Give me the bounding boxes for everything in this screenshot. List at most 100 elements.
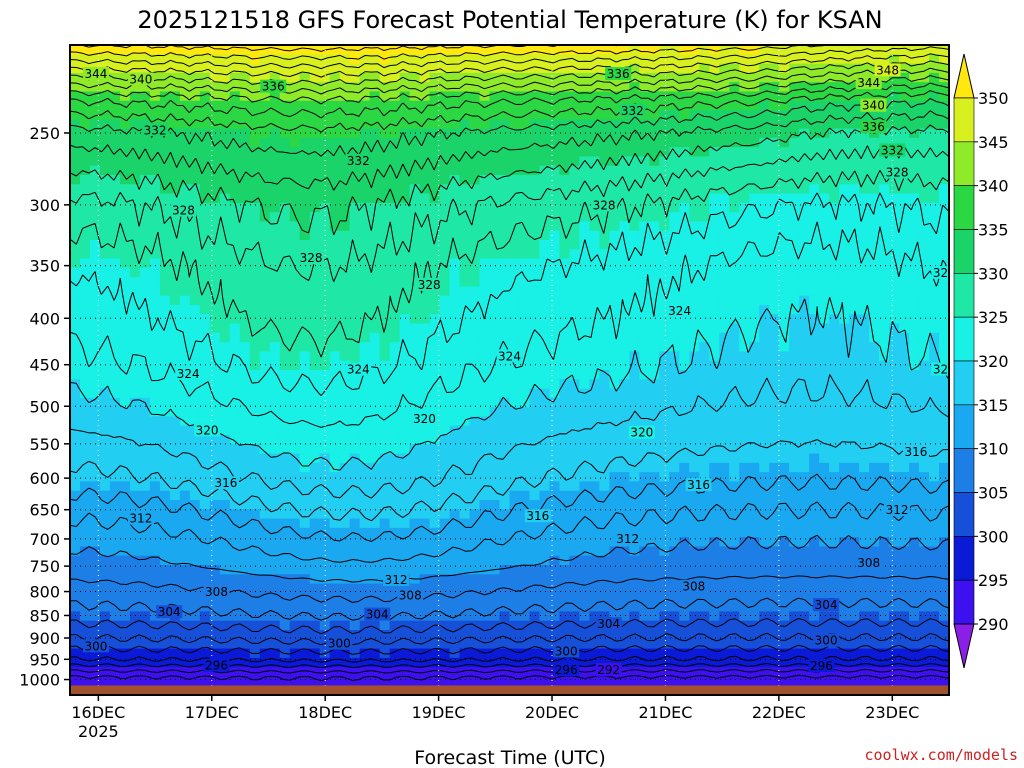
field-cell: [99, 249, 111, 260]
field-cell: [119, 565, 131, 575]
field-cell: [699, 462, 710, 473]
field-cell: [219, 212, 231, 223]
field-cell: [459, 435, 471, 445]
field-cell: [589, 119, 600, 130]
field-cell: [119, 546, 131, 557]
field-cell: [169, 314, 181, 325]
field-cell: [219, 156, 231, 167]
field-cell: [159, 351, 171, 362]
field-cell: [539, 416, 551, 427]
field-cell: [519, 314, 531, 325]
field-cell: [659, 184, 670, 195]
field-cell: [499, 360, 511, 371]
field-cell: [759, 323, 770, 334]
field-cell: [429, 137, 441, 148]
field-cell: [369, 165, 381, 176]
field-cell: [679, 611, 690, 622]
field-cell: [229, 277, 241, 288]
field-cell: [149, 342, 161, 353]
field-cell: [279, 388, 291, 399]
field-cell: [619, 602, 630, 613]
field-cell: [169, 648, 181, 659]
field-cell: [479, 230, 491, 241]
field-cell: [749, 453, 760, 464]
field-cell: [649, 360, 660, 371]
field-cell: [409, 119, 421, 130]
field-cell: [499, 416, 511, 427]
field-cell: [569, 305, 581, 315]
field-cell: [709, 277, 720, 288]
field-cell: [70, 175, 81, 185]
field-cell: [529, 583, 541, 594]
field-cell: [339, 72, 351, 83]
field-cell: [389, 444, 401, 455]
field-cell: [169, 286, 181, 297]
field-cell: [349, 583, 361, 594]
field-cell: [719, 574, 730, 585]
field-cell: [779, 63, 790, 74]
field-cell: [739, 100, 750, 111]
field-cell: [519, 193, 531, 204]
field-cell: [299, 351, 311, 362]
field-cell: [269, 676, 281, 687]
field-cell: [329, 249, 341, 260]
field-cell: [729, 305, 740, 315]
field-cell: [109, 639, 121, 650]
field-cell: [419, 323, 431, 334]
field-cell: [289, 100, 301, 111]
field-cell: [189, 592, 201, 603]
field-cell: [609, 110, 620, 120]
field-cell: [619, 221, 630, 232]
field-cell: [739, 305, 750, 315]
field-cell: [469, 184, 481, 195]
field-cell: [499, 314, 511, 325]
field-cell: [539, 555, 551, 566]
field-cell: [489, 249, 501, 260]
field-cell: [489, 165, 501, 176]
field-cell: [89, 110, 101, 120]
field-cell: [509, 509, 521, 520]
field-cell: [299, 165, 311, 176]
field-cell: [349, 221, 361, 232]
field-cell: [259, 54, 271, 65]
field-cell: [99, 620, 111, 631]
field-cell: [619, 370, 630, 380]
field-cell: [459, 509, 471, 520]
field-cell: [719, 490, 730, 501]
field-cell: [629, 555, 640, 566]
field-cell: [109, 100, 121, 111]
field-cell: [439, 332, 451, 343]
field-cell: [679, 100, 690, 111]
field-cell: [629, 240, 640, 250]
field-cell: [589, 620, 600, 631]
field-cell: [489, 472, 501, 483]
field-cell: [669, 119, 680, 130]
field-cell: [329, 537, 341, 548]
field-cell: [259, 360, 271, 371]
field-cell: [529, 388, 541, 399]
field-cell: [109, 156, 121, 167]
field-cell: [349, 630, 361, 640]
field-cell: [349, 165, 361, 176]
field-cell: [389, 462, 401, 473]
field-cell: [119, 63, 131, 74]
field-cell: [269, 175, 281, 185]
field-cell: [70, 267, 81, 278]
field-cell: [479, 249, 491, 260]
field-cell: [279, 555, 291, 566]
field-cell: [509, 100, 521, 111]
field-cell: [209, 676, 221, 687]
field-cell: [189, 332, 201, 343]
field-cell: [189, 416, 201, 427]
field-cell: [539, 592, 551, 603]
field-cell: [299, 509, 311, 520]
field-cell: [779, 137, 790, 148]
field-cell: [399, 110, 411, 120]
field-cell: [689, 490, 700, 501]
field-cell: [539, 72, 551, 83]
field-cell: [539, 249, 551, 260]
field-cell: [289, 435, 301, 445]
field-cell: [539, 230, 551, 241]
field-cell: [449, 592, 461, 603]
field-cell: [99, 500, 111, 510]
